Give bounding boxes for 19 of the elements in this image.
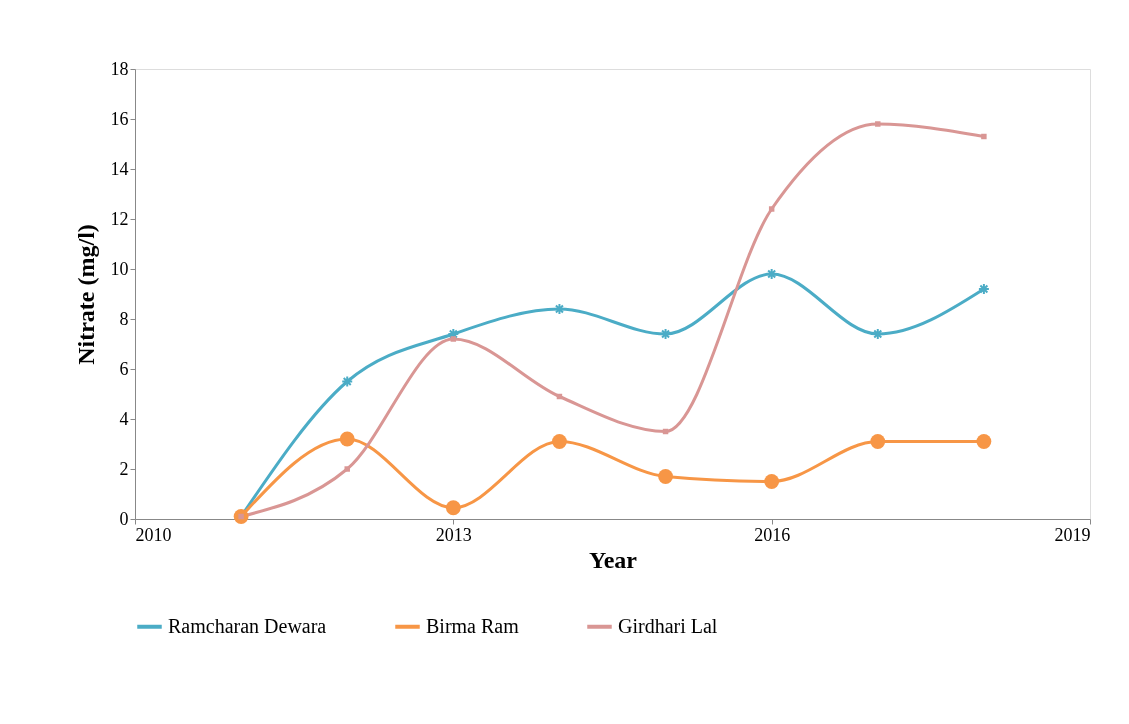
x-axis-title: Year <box>589 546 638 573</box>
y-tick-label: 10 <box>110 258 129 279</box>
y-axis-title: Nitrate (mg/l) <box>72 224 99 365</box>
y-tick-label: 0 <box>119 508 129 529</box>
y-tick-label: 4 <box>119 408 129 429</box>
legend-label: Birma Ram <box>426 614 520 637</box>
legend-label: Girdhari Lal <box>618 614 718 637</box>
y-tick-label: 6 <box>119 358 129 379</box>
legend-label: Ramcharan Dewara <box>168 614 327 637</box>
y-tick-label: 14 <box>110 158 129 179</box>
y-tick-label: 2 <box>119 458 129 479</box>
x-tick-label: 2010 <box>135 524 172 545</box>
y-tick-label: 18 <box>110 58 129 79</box>
y-tick-label: 8 <box>119 308 129 329</box>
x-tick-label: 2013 <box>435 524 472 545</box>
x-tick-label: 2016 <box>754 524 791 545</box>
y-tick-label: 12 <box>110 208 129 229</box>
x-tick-label: 2019 <box>1054 524 1091 545</box>
y-tick-label: 16 <box>110 108 129 129</box>
